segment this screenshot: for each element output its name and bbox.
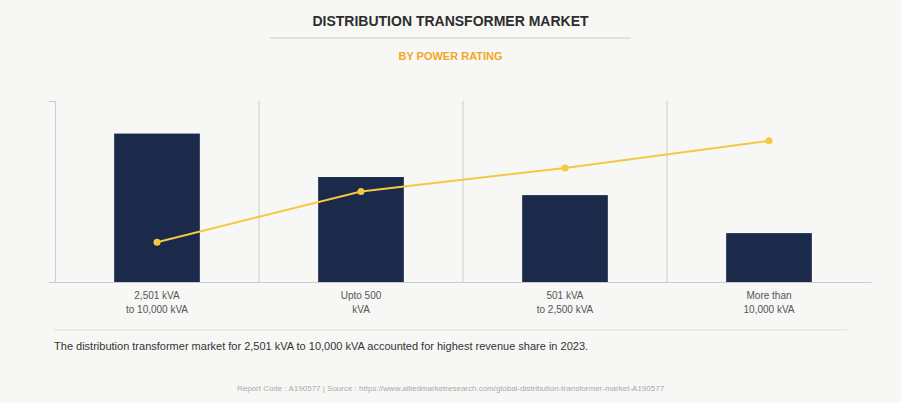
plot: 2,501 kVA to 10,000 kVA Upto 500 kVA 501 kVA…	[49, 101, 872, 315]
bar	[522, 195, 608, 282]
bar	[114, 134, 200, 282]
x-tick-label: 2,501 kVA to 10,000 kVA	[126, 290, 188, 315]
y-axis	[49, 102, 56, 283]
marks	[114, 134, 812, 282]
x-tick: More than 10,000 kVA	[744, 282, 795, 315]
x-tick-label: Upto 500 kVA	[341, 290, 382, 315]
title: DISTRIBUTION TRANSFORMER MARKET	[312, 13, 589, 29]
x-tick-label-line: to 10,000 kVA	[126, 304, 188, 315]
x-tick-label: 501 kVA to 2,500 kVA	[537, 290, 594, 315]
x-tick: Upto 500 kVA	[341, 282, 382, 315]
bar	[726, 233, 812, 282]
x-tick-label-line: Upto 500	[341, 290, 382, 301]
title-rule	[270, 38, 630, 39]
line-marker	[562, 164, 569, 171]
line	[157, 141, 769, 242]
x-tick: 501 kVA to 2,500 kVA	[537, 282, 594, 315]
x-tick-label-line: kVA	[352, 304, 370, 315]
x-tick-label-line: 10,000 kVA	[744, 304, 795, 315]
background	[0, 0, 901, 403]
bar	[318, 177, 404, 282]
bar-series	[114, 134, 812, 282]
group-separator	[667, 101, 668, 282]
line-marker	[358, 188, 365, 195]
line-series	[154, 137, 773, 245]
x-tick-label-line: 501 kVA	[546, 290, 583, 301]
annotation: The distribution transformer market for …	[54, 340, 588, 352]
x-tick-label-line: More than	[746, 290, 791, 301]
chart: DISTRIBUTION TRANSFORMER MARKET BY POWER …	[0, 0, 901, 403]
x-axis: 2,501 kVA to 10,000 kVA Upto 500 kVA 501 kVA…	[56, 282, 872, 315]
line-marker	[766, 137, 773, 144]
x-tick: 2,501 kVA to 10,000 kVA	[126, 282, 188, 315]
report-text: Report Code : A190577 | Source : https:/…	[237, 384, 665, 393]
group-separator	[259, 101, 260, 282]
line-marker	[154, 239, 161, 246]
x-axis-line	[56, 282, 872, 283]
group-separator	[463, 101, 464, 282]
y-axis-line	[49, 102, 56, 283]
subtitle: BY POWER RATING	[398, 50, 502, 62]
x-tick-label: More than 10,000 kVA	[744, 290, 795, 315]
annotation-separator	[54, 330, 847, 331]
x-tick-label-line: to 2,500 kVA	[537, 304, 594, 315]
x-tick-label-line: 2,501 kVA	[134, 290, 180, 301]
